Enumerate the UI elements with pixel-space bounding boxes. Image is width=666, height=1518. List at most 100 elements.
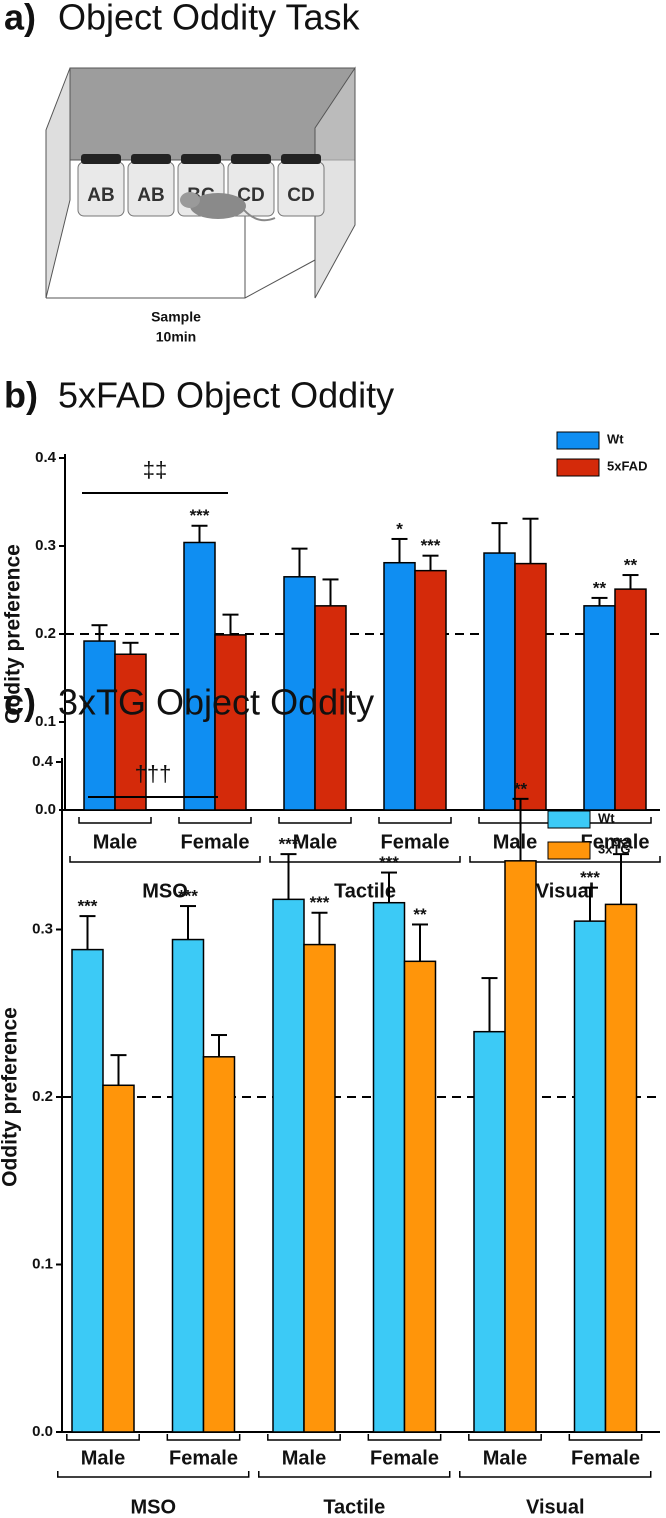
category-bracket [568, 1434, 643, 1441]
category-bracket [468, 1434, 542, 1441]
y-tick-label: 0.0 [35, 801, 56, 818]
y-tick-label: 0.4 [35, 449, 57, 466]
legend-swatch [547, 841, 591, 860]
mouse-tail [243, 209, 276, 222]
bar [473, 1030, 506, 1433]
group-label: Tactile [323, 1496, 385, 1518]
bar [504, 860, 537, 1433]
significance-label: * [396, 519, 403, 538]
mouse [190, 193, 246, 219]
bar [372, 901, 406, 1433]
bar [71, 948, 104, 1433]
category-bracket [78, 817, 152, 824]
significance-label: *** [379, 853, 399, 872]
x-tick-label: Female [169, 1447, 238, 1469]
x-tick-label: Male [493, 831, 537, 853]
comparison-label: ‡‡ [143, 457, 167, 482]
jar-lid [81, 154, 121, 164]
legend-label: Wt [598, 810, 615, 825]
category-bracket [267, 1434, 341, 1441]
group-label: Tactile [334, 880, 396, 902]
significance-label: *** [178, 887, 198, 906]
panel-label: c) [4, 682, 36, 723]
bar [573, 920, 607, 1433]
bar [272, 898, 305, 1433]
legend-label: 5xFAD [607, 458, 647, 473]
significance-label: ** [624, 556, 638, 575]
group-label: MSO [130, 1496, 176, 1518]
bar [414, 569, 447, 811]
bar [202, 1056, 236, 1433]
bar [102, 1084, 135, 1433]
chart-title: 3xTG Object Oddity [58, 682, 374, 723]
significance-label: *** [421, 536, 441, 555]
jar-lid [131, 154, 171, 164]
object-label: CD [237, 185, 264, 206]
y-tick-label: 0.3 [35, 537, 56, 554]
panel-label: b) [4, 375, 38, 416]
right-wall [314, 66, 356, 299]
group-bracket [57, 1471, 250, 1478]
x-tick-label: Female [370, 1447, 439, 1469]
bar [171, 938, 205, 1433]
y-tick-label: 0.2 [35, 625, 56, 642]
bar [303, 943, 336, 1433]
x-tick-label: Male [81, 1447, 125, 1469]
x-tick-label: Female [581, 831, 650, 853]
chart-title: 5xFAD Object Oddity [58, 375, 394, 416]
significance-label: *** [310, 893, 330, 912]
jar-lid [281, 154, 321, 164]
bar [83, 640, 116, 811]
jar-lid [181, 154, 221, 164]
bar [283, 576, 316, 811]
category-bracket [278, 817, 352, 824]
category-bracket [478, 817, 552, 824]
y-tick-label: 0.4 [32, 753, 54, 770]
x-tick-label: Male [282, 1447, 326, 1469]
x-tick-label: Male [93, 831, 137, 853]
significance-label: ** [593, 578, 607, 597]
y-tick-label: 0.1 [32, 1255, 53, 1272]
x-tick-label: Female [181, 831, 250, 853]
category-bracket [66, 1434, 140, 1441]
bar [214, 634, 247, 811]
group-bracket [258, 1471, 451, 1478]
panel-title: Object Oddity Task [58, 0, 360, 38]
category-bracket [367, 1434, 442, 1441]
group-label: Visual [526, 1496, 585, 1518]
back-wall [69, 67, 356, 161]
significance-label: ** [514, 779, 528, 798]
phase-label: Sample [151, 309, 201, 325]
group-bracket [69, 856, 261, 863]
category-bracket [378, 817, 452, 824]
y-tick-label: 0.3 [32, 920, 53, 937]
legend-label: Wt [607, 431, 624, 446]
duration-label: 10min [156, 329, 196, 345]
y-tick-label: 0.2 [32, 1088, 53, 1105]
panel-a: a) Object Oddity Task AB AB BC CD CD Sample … [4, 0, 360, 345]
legend-swatch [556, 458, 600, 477]
x-tick-label: Female [571, 1447, 640, 1469]
significance-label: ** [413, 905, 427, 924]
bar [314, 605, 347, 811]
comparison-label: ††† [135, 761, 172, 786]
bar [403, 960, 437, 1433]
object-label: AB [87, 185, 114, 206]
object-label: AB [137, 185, 164, 206]
y-tick-label: 0.0 [32, 1423, 53, 1440]
bar [583, 605, 616, 811]
group-label: MSO [142, 880, 188, 902]
group-bracket [269, 856, 461, 863]
x-tick-label: Male [293, 831, 337, 853]
group-bracket [459, 1471, 652, 1478]
panel-label: a) [4, 0, 36, 38]
mouse-head [180, 192, 200, 208]
legend-swatch [556, 431, 600, 450]
y-axis-label: Oddity preference [0, 1007, 22, 1187]
jar-lid [231, 154, 271, 164]
significance-label: *** [78, 897, 98, 916]
y-tick-label: 0.1 [35, 713, 56, 730]
category-bracket [178, 817, 252, 824]
